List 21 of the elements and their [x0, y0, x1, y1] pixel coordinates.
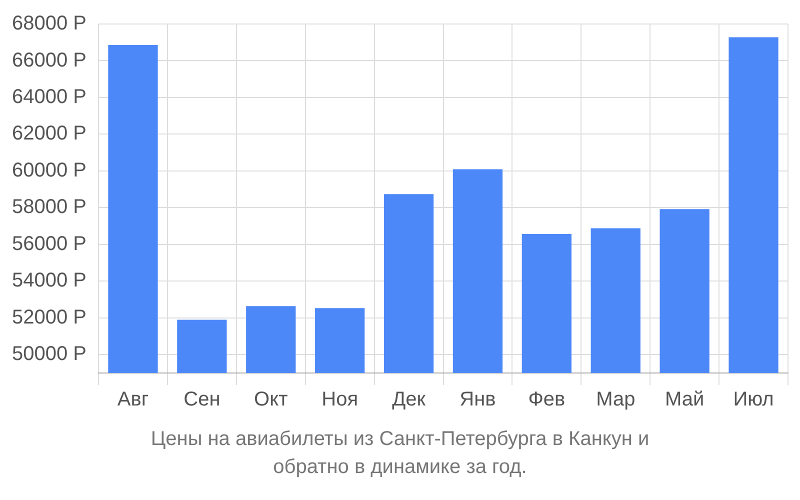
x-tick-label: Авг	[117, 388, 149, 411]
x-tick-label: Янв	[460, 388, 496, 411]
y-tick-label: 66000 Р	[12, 49, 87, 72]
y-tick-label: 64000 Р	[12, 86, 87, 108]
x-tick-label: Окт	[254, 388, 288, 411]
y-tick-label: 60000 Р	[12, 159, 87, 182]
x-tick-label: Фев	[528, 388, 566, 411]
y-tick-label: 58000 Р	[12, 196, 87, 218]
y-tick-label: 54000 Р	[12, 270, 87, 292]
x-tick-label: Май	[664, 388, 704, 411]
y-tick-label: 52000 Р	[12, 306, 87, 328]
x-tick-label: Июл	[733, 388, 774, 411]
x-tick-label: Дек	[392, 388, 426, 411]
text: Цены на авиабилеты из Санкт-Петербурга в Канкун и обратно в динамике за год.	[150, 427, 650, 480]
x-tick-label: Ноя	[322, 388, 358, 411]
y-tick-label: 56000 Р	[12, 232, 87, 255]
y-tick-label: 50000 Р	[12, 343, 87, 366]
y-tick-label: 62000 Р	[12, 122, 87, 145]
x-tick-label: Сен	[184, 388, 220, 411]
y-tick-label: 68000 Р	[12, 12, 87, 35]
x-tick-label: Мар	[596, 388, 636, 411]
